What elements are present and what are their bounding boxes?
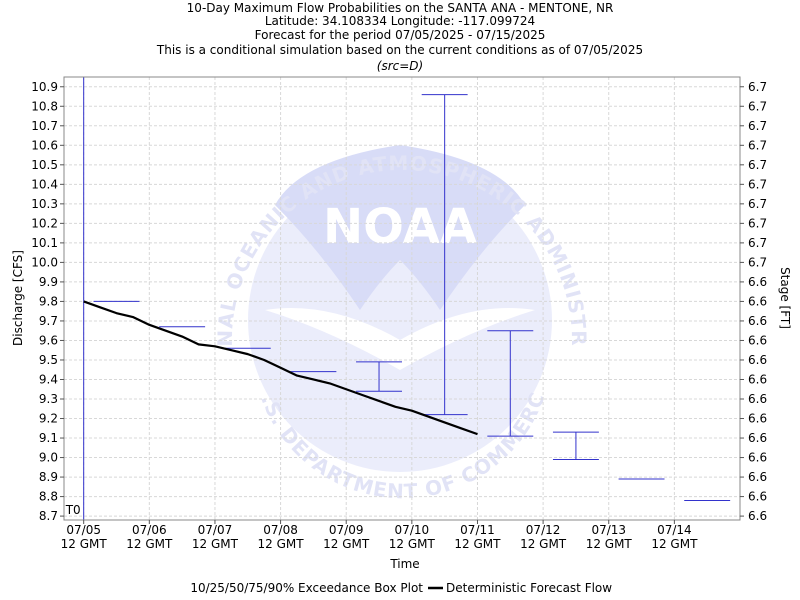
y-right-tick-label: 6.6 [748, 490, 767, 504]
y-right-tick-label: 6.6 [748, 294, 767, 308]
y-right-tick-label: 6.7 [748, 99, 767, 113]
y-right-tick-label: 6.6 [748, 431, 767, 445]
y-right-tick-label: 6.6 [748, 353, 767, 367]
y-axis-right-label: Stage [FT] [778, 267, 792, 329]
plot-border [63, 76, 741, 521]
y-axis-left: 8.7 8.8 8.9 9.0 9.1 9.2 9.3 9.4 9.5 9.6 9.7 9.8 9.9 1… [31, 80, 64, 523]
y-right-tick-label: 6.7 [748, 119, 767, 133]
y-tick-label: 9.2 [39, 412, 58, 426]
y-tick-label: 10.9 [31, 80, 58, 94]
y-tick-label: 8.7 [39, 509, 58, 523]
t0-marker: T0 [65, 77, 85, 520]
watermark-sky [275, 145, 525, 310]
box-plot [356, 361, 402, 392]
watermark-bird [265, 308, 535, 370]
y-right-tick-label: 6.6 [748, 333, 767, 347]
y-right-tick-label: 6.6 [748, 372, 767, 386]
x-tick-label: 07/12 [526, 523, 561, 537]
deterministic-series [83, 300, 478, 436]
title-line-1: 10-Day Maximum Flow Probabilities on the… [187, 1, 614, 15]
grid-lines [64, 77, 740, 520]
t0-label: T0 [65, 503, 81, 517]
box-plot [552, 431, 599, 461]
chart-title: 10-Day Maximum Flow Probabilities on the… [156, 1, 643, 73]
y-tick-label: 9.3 [39, 392, 58, 406]
y-right-tick-label: 6.6 [748, 275, 767, 289]
y-tick-label: 9.9 [39, 275, 58, 289]
title-line-3: Forecast for the period 07/05/2025 - 07/… [255, 28, 546, 42]
x-tick-label: 07/10 [395, 523, 430, 537]
y-tick-label: 10.3 [31, 197, 58, 211]
y-tick-label: 9.6 [39, 333, 58, 347]
x-tick-label: 07/09 [329, 523, 364, 537]
y-right-tick-label: 6.7 [748, 177, 767, 191]
legend-box-label: 10/25/50/75/90% Exceedance Box Plot [190, 581, 423, 595]
y-right-tick-label: 6.7 [748, 236, 767, 250]
y-tick-label: 10.7 [31, 119, 58, 133]
y-tick-label: 10.8 [31, 99, 58, 113]
y-tick-label: 9.5 [39, 353, 58, 367]
x-tick-sublabel: 12 GMT [586, 537, 633, 551]
title-line-2: Latitude: 34.108334 Longitude: -117.0997… [265, 14, 535, 28]
x-tick-sublabel: 12 GMT [258, 537, 305, 551]
box-plot [421, 94, 468, 416]
y-right-tick-label: 6.7 [748, 158, 767, 172]
y-tick-label: 9.1 [39, 431, 58, 445]
x-tick-label: 07/07 [198, 523, 233, 537]
y-tick-label: 10.1 [31, 236, 58, 250]
x-tick-sublabel: 12 GMT [323, 537, 370, 551]
y-tick-label: 9.7 [39, 314, 58, 328]
x-tick-sublabel: 12 GMT [389, 537, 436, 551]
x-tick-label: 07/08 [263, 523, 298, 537]
y-tick-label: 9.0 [39, 451, 58, 465]
title-line-4: This is a conditional simulation based o… [156, 43, 643, 57]
y-right-tick-label: 6.7 [748, 80, 767, 94]
x-tick-sublabel: 12 GMT [651, 537, 698, 551]
x-tick-sublabel: 12 GMT [192, 537, 239, 551]
x-tick-label: 07/14 [657, 523, 692, 537]
y-right-tick-label: 6.6 [748, 470, 767, 484]
box-plot [487, 330, 534, 437]
y-axis-right: 6.6 6.6 6.6 6.6 6.6 6.6 6.6 6.6 6.6 6.6 6.6 6.6 6.6 6… [740, 80, 767, 523]
box-plots [93, 94, 731, 501]
y-tick-label: 10.0 [31, 255, 58, 269]
y-right-tick-label: 6.6 [748, 509, 767, 523]
y-right-tick-label: 6.7 [748, 216, 767, 230]
y-axis-left-label: Discharge [CFS] [11, 250, 25, 346]
y-tick-label: 9.4 [39, 372, 58, 386]
y-tick-label: 10.4 [31, 177, 58, 191]
deterministic-line [83, 300, 478, 436]
x-axis-label: Time [389, 557, 419, 571]
y-tick-label: 10.6 [31, 138, 58, 152]
legend-line-label: Deterministic Forecast Flow [446, 581, 612, 595]
chart-subtitle: (src=D) [377, 59, 423, 73]
x-tick-label: 07/13 [591, 523, 626, 537]
y-right-tick-label: 6.6 [748, 314, 767, 328]
x-tick-sublabel: 12 GMT [454, 537, 501, 551]
y-right-tick-label: 6.7 [748, 255, 767, 269]
y-right-tick-label: 6.7 [748, 138, 767, 152]
y-right-tick-label: 6.7 [748, 197, 767, 211]
y-right-tick-label: 6.6 [748, 412, 767, 426]
x-tick-sublabel: 12 GMT [61, 537, 108, 551]
y-tick-label: 10.2 [31, 216, 58, 230]
legend: 10/25/50/75/90% Exceedance Box Plot Dete… [190, 581, 612, 595]
watermark-org: NOAA [323, 199, 477, 255]
y-right-tick-label: 6.6 [748, 392, 767, 406]
x-tick-sublabel: 12 GMT [126, 537, 173, 551]
y-tick-label: 8.8 [39, 490, 58, 504]
y-tick-label: 9.8 [39, 294, 58, 308]
x-tick-sublabel: 12 GMT [520, 537, 567, 551]
y-right-tick-label: 6.6 [748, 451, 767, 465]
x-tick-label: 07/05 [66, 523, 101, 537]
y-tick-label: 10.5 [31, 158, 58, 172]
x-tick-label: 07/06 [132, 523, 167, 537]
y-tick-label: 8.9 [39, 470, 58, 484]
x-tick-label: 07/11 [460, 523, 495, 537]
